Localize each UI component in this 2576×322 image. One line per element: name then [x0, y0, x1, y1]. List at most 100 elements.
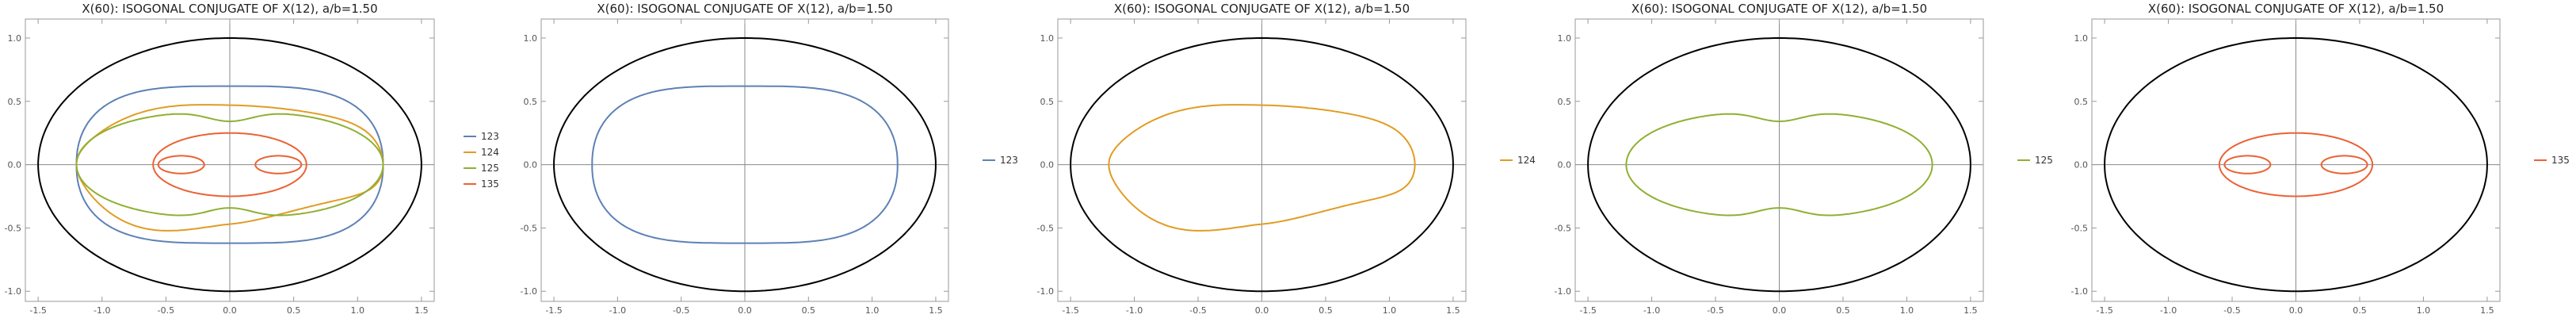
y-tick-label: 0.5 — [524, 97, 538, 107]
series-loop-left — [2223, 155, 2272, 174]
x-tick-label: 1.5 — [1446, 305, 1460, 316]
y-tick-label: 0.0 — [8, 160, 22, 171]
series-124 — [1108, 104, 1416, 232]
legend-entry: 124 — [481, 147, 499, 158]
x-tick-label: -1.5 — [2096, 305, 2112, 316]
x-tick-label: 1.5 — [2480, 305, 2494, 316]
x-tick-label: -0.5 — [2223, 305, 2240, 316]
x-tick-label: 0.0 — [1255, 305, 1269, 316]
legend-entry: 125 — [481, 163, 499, 174]
y-tick-label: 1.0 — [1040, 33, 1055, 44]
reference-ellipse — [1070, 36, 1454, 293]
reference-ellipse — [37, 36, 422, 293]
legend-entry: 135 — [481, 178, 499, 190]
legend: 123 — [983, 155, 1018, 166]
y-tick-label: -1.0 — [1037, 286, 1054, 297]
legend-entry: 135 — [2551, 155, 2570, 166]
y-tick-label: 0.5 — [1040, 97, 1055, 107]
x-tick-label: -0.5 — [1707, 305, 1723, 316]
legend-entry: 124 — [1517, 155, 1536, 166]
y-tick-label: -1.0 — [1555, 286, 1571, 297]
x-tick-label: -1.0 — [2160, 305, 2177, 316]
reference-ellipse — [2104, 36, 2488, 293]
y-tick-label: 0.0 — [2074, 160, 2089, 171]
y-tick-label: 1.0 — [8, 33, 22, 44]
x-tick-label: -1.5 — [1062, 305, 1078, 316]
x-tick-label: -0.5 — [158, 305, 174, 316]
x-tick-label: 0.5 — [2353, 305, 2367, 316]
chart-panel-5: X(60): ISOGONAL CONJUGATE OF X(12), a/b=… — [2071, 2, 2570, 316]
series-line — [1108, 104, 1416, 232]
y-tick-label: -0.5 — [1037, 223, 1054, 233]
y-tick-label: 0.5 — [2074, 97, 2089, 107]
series-line — [591, 85, 899, 244]
series-line — [75, 113, 384, 217]
y-tick-label: 1.0 — [2074, 33, 2089, 44]
x-tick-label: 0.0 — [2289, 305, 2303, 316]
x-tick-label: 0.5 — [287, 305, 301, 316]
x-tick-label: 1.0 — [2417, 305, 2431, 316]
legend: 125 — [2017, 155, 2053, 166]
legend-entry: 123 — [481, 131, 499, 142]
series-line — [2218, 132, 2374, 197]
y-tick-label: 0.5 — [1558, 97, 1572, 107]
x-tick-label: 0.5 — [1836, 305, 1850, 316]
chart-title: X(60): ISOGONAL CONJUGATE OF X(12), a/b=… — [597, 2, 892, 16]
legend: 135 — [2534, 155, 2570, 166]
x-tick-label: -0.5 — [673, 305, 689, 316]
x-tick-label: -1.5 — [29, 305, 46, 316]
reference-ellipse — [553, 36, 937, 293]
x-tick-label: 0.0 — [738, 305, 752, 316]
chart-panel-2: X(60): ISOGONAL CONJUGATE OF X(12), a/b=… — [521, 2, 1018, 316]
chart-title: X(60): ISOGONAL CONJUGATE OF X(12), a/b=… — [1631, 2, 1927, 16]
series-125 — [1625, 113, 1933, 217]
y-tick-label: 0.0 — [1040, 160, 1055, 171]
series-135 — [152, 132, 307, 197]
x-tick-label: -0.5 — [1189, 305, 1206, 316]
x-tick-label: -1.5 — [545, 305, 562, 316]
chart-title: X(60): ISOGONAL CONJUGATE OF X(12), a/b=… — [1114, 2, 1410, 16]
series-loop-right — [254, 155, 303, 174]
x-tick-label: 1.5 — [929, 305, 943, 316]
y-tick-label: 1.0 — [524, 33, 538, 44]
y-tick-label: 1.0 — [1558, 33, 1572, 44]
chart-title: X(60): ISOGONAL CONJUGATE OF X(12), a/b=… — [82, 2, 377, 16]
series-line — [1625, 113, 1933, 217]
x-tick-label: -1.0 — [93, 305, 110, 316]
x-tick-label: 1.0 — [1900, 305, 1914, 316]
reference-ellipse — [1587, 36, 1971, 293]
y-tick-label: -0.5 — [521, 223, 537, 233]
y-tick-label: -0.5 — [5, 223, 21, 233]
x-tick-label: 1.0 — [1383, 305, 1397, 316]
series-123 — [591, 85, 899, 244]
x-tick-label: 0.5 — [1319, 305, 1333, 316]
x-tick-label: 0.0 — [223, 305, 237, 316]
series-125 — [75, 113, 384, 217]
x-tick-label: 1.5 — [414, 305, 429, 316]
y-tick-label: -1.0 — [521, 286, 537, 297]
x-tick-label: -1.5 — [1579, 305, 1596, 316]
series-line — [152, 132, 307, 197]
chart-panel-1: X(60): ISOGONAL CONJUGATE OF X(12), a/b=… — [5, 2, 499, 316]
legend-entry: 123 — [1000, 155, 1018, 166]
y-tick-label: -0.5 — [1555, 223, 1571, 233]
x-tick-label: 0.0 — [1773, 305, 1787, 316]
x-tick-label: 1.5 — [1963, 305, 1978, 316]
x-tick-label: -1.0 — [1126, 305, 1143, 316]
chart-panel-3: X(60): ISOGONAL CONJUGATE OF X(12), a/b=… — [1037, 2, 1536, 316]
legend: 124 — [1500, 155, 1536, 166]
x-tick-label: -1.0 — [1643, 305, 1660, 316]
series-loop-right — [2320, 155, 2368, 174]
series-loop-left — [157, 155, 205, 174]
chart-title: X(60): ISOGONAL CONJUGATE OF X(12), a/b=… — [2148, 2, 2444, 16]
y-tick-label: -1.0 — [5, 286, 21, 297]
legend-entry: 125 — [2035, 155, 2053, 166]
x-tick-label: 0.5 — [802, 305, 816, 316]
y-tick-label: -1.0 — [2071, 286, 2088, 297]
series-135 — [2218, 132, 2374, 197]
y-tick-label: 0.0 — [524, 160, 538, 171]
x-tick-label: -1.0 — [609, 305, 626, 316]
x-tick-label: 1.0 — [351, 305, 365, 316]
x-tick-label: 1.0 — [865, 305, 880, 316]
